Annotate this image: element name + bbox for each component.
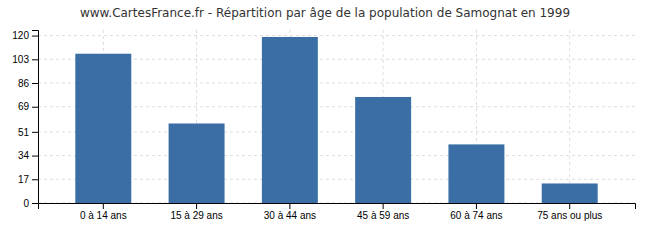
x-tick-label: 0 à 14 ans — [80, 210, 127, 221]
x-tick-label: 75 ans ou plus — [537, 210, 602, 221]
y-tick-label: 17 — [18, 174, 30, 185]
y-tick-label: 103 — [12, 54, 29, 65]
y-tick: 69 — [18, 101, 38, 112]
grid — [38, 30, 635, 203]
y-tick-mark — [32, 107, 38, 108]
y-tick-label: 51 — [18, 127, 30, 138]
x-tick: 0 à 14 ans — [80, 203, 127, 221]
y-axis-line — [32, 31, 39, 204]
y-tick: 51 — [18, 127, 38, 138]
y-tick-mark — [32, 132, 38, 133]
y-axis: 0 17 34 51 69 86 103 120 — [12, 30, 38, 208]
x-tick-mark — [196, 203, 197, 209]
y-tick: 34 — [18, 150, 38, 161]
bar — [355, 97, 411, 203]
y-grid-line — [38, 35, 635, 36]
y-tick: 120 — [12, 30, 38, 41]
x-tick-mark — [383, 203, 384, 209]
y-tick-mark — [32, 179, 38, 180]
x-tick-mark — [103, 203, 104, 209]
y-tick: 17 — [18, 174, 38, 185]
y-tick-label: 86 — [18, 78, 30, 89]
x-grid-line — [569, 30, 570, 203]
x-tick: 30 à 44 ans — [264, 203, 316, 221]
y-tick-mark — [32, 59, 38, 60]
plot-area — [75, 37, 597, 203]
y-tick: 86 — [18, 78, 38, 89]
x-tick-label: 30 à 44 ans — [264, 210, 316, 221]
y-tick-label: 120 — [12, 30, 29, 41]
bar — [169, 123, 225, 203]
x-axis: 0 à 14 ans 15 à 29 ans 30 à 44 ans 45 à 59 … — [39, 203, 636, 221]
x-tick-mark — [476, 203, 477, 209]
x-tick-label: 45 à 59 ans — [357, 210, 409, 221]
y-tick-label: 34 — [18, 150, 30, 161]
y-tick: 103 — [12, 54, 38, 65]
y-tick: 0 — [23, 198, 38, 209]
x-tick: 15 à 29 ans — [170, 203, 222, 221]
y-tick-label: 69 — [18, 101, 30, 112]
bar — [262, 37, 318, 203]
bar — [448, 144, 504, 203]
x-tick-label: 60 à 74 ans — [450, 210, 502, 221]
x-tick-label: 15 à 29 ans — [170, 210, 222, 221]
x-axis-line — [39, 204, 636, 210]
title: www.CartesFrance.fr - Répartition par âg… — [80, 6, 570, 20]
y-tick-mark — [32, 83, 38, 84]
y-tick-label: 0 — [23, 198, 29, 209]
x-tick-mark — [289, 203, 290, 209]
y-tick-mark — [32, 203, 38, 204]
x-tick: 60 à 74 ans — [450, 203, 502, 221]
y-tick-mark — [32, 36, 38, 37]
y-tick-mark — [32, 156, 38, 157]
bar — [75, 54, 131, 203]
x-tick: 45 à 59 ans — [357, 203, 409, 221]
chart: www.CartesFrance.fr - Répartition par âg… — [0, 0, 650, 229]
x-tick-mark — [569, 203, 570, 209]
x-tick: 75 ans ou plus — [537, 203, 602, 221]
bar — [542, 183, 598, 203]
